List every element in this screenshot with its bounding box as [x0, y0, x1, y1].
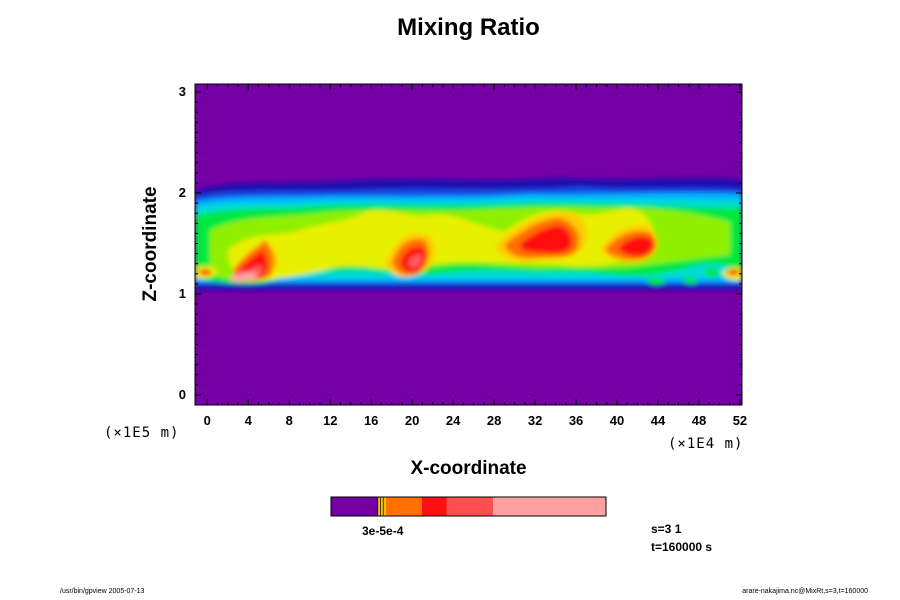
- footer-right: arare-nakajima.nc@MixRt,s=3,t=160000: [742, 588, 868, 595]
- x-tick-label: 16: [363, 413, 379, 428]
- x-tick-label: 24: [445, 413, 461, 428]
- x-tick-label: 28: [486, 413, 502, 428]
- colorbar-swatch: [331, 497, 378, 516]
- x-tick-label: 40: [609, 413, 625, 428]
- colorbar-frame: [330, 496, 607, 517]
- contour-pink: [230, 271, 258, 282]
- x-tick-label: 8: [285, 413, 293, 428]
- y-axis-label: Z-coordinate: [140, 186, 161, 302]
- x-axis-label: X-coordinate: [410, 458, 527, 479]
- mixing-ratio-field: [195, 178, 742, 290]
- axis-ticks: [195, 84, 742, 405]
- colorbar-swatch: [421, 497, 447, 516]
- contour-red: [236, 225, 653, 281]
- x-tick-label: 12: [322, 413, 338, 428]
- colorbar-swatch: [446, 497, 494, 516]
- info-time: t=160000 s: [651, 540, 713, 554]
- x-tick-label: 20: [404, 413, 420, 428]
- colorbar-swatch: [386, 497, 422, 516]
- y-axis-unit: (×1E5 m): [104, 425, 180, 441]
- contour-green-blobs: [646, 268, 719, 285]
- footer-left: /usr/bin/gpview 2005-07-13: [60, 588, 145, 595]
- colorbar-swatch: [377, 497, 386, 516]
- info-step: s=3 1: [651, 522, 682, 536]
- x-tick-label: 52: [732, 413, 748, 428]
- plot-frame: [194, 83, 743, 406]
- x-tick-label: 44: [650, 413, 666, 428]
- x-tick-label: 48: [691, 413, 707, 428]
- x-axis-unit: (×1E4 m): [668, 436, 744, 452]
- colorbar-label: 3e-5e-4: [362, 524, 404, 538]
- chart-title: Mixing Ratio: [397, 14, 540, 41]
- x-tick-label: 0: [203, 413, 211, 428]
- colorbar: [330, 496, 607, 517]
- y-tick-label: 3: [178, 84, 186, 100]
- x-tick-label: 36: [568, 413, 584, 428]
- y-tick-label: 1: [178, 285, 186, 301]
- colorbar-swatch: [493, 497, 606, 516]
- x-tick-label: 32: [527, 413, 543, 428]
- y-tick-label: 0: [178, 386, 186, 402]
- x-tick-label: 4: [244, 413, 252, 428]
- y-tick-label: 2: [178, 185, 186, 201]
